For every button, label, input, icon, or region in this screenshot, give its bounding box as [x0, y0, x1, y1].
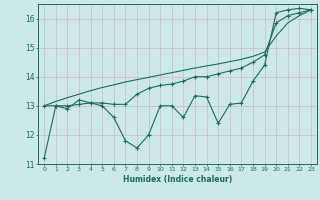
X-axis label: Humidex (Indice chaleur): Humidex (Indice chaleur): [123, 175, 232, 184]
